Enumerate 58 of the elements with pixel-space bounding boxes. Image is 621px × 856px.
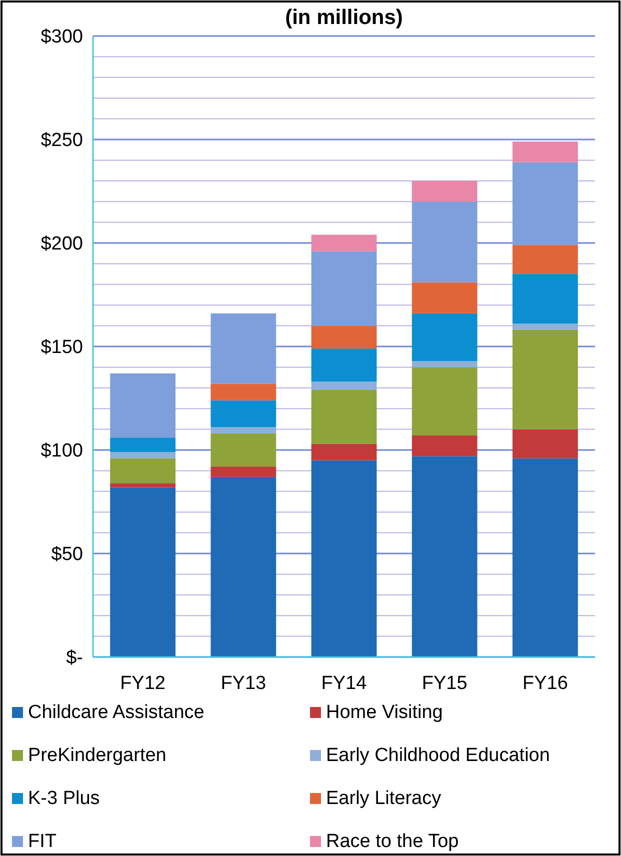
bar: [311, 326, 377, 349]
bar: [110, 458, 176, 484]
bar: [412, 360, 478, 368]
bar: [311, 234, 377, 252]
y-tick-label: $100: [40, 440, 83, 462]
bar: [512, 245, 578, 274]
legend-label: PreKindergarten: [28, 745, 166, 766]
bar: [210, 313, 276, 384]
bar: [311, 390, 377, 444]
bar: [210, 433, 276, 467]
bar: [412, 436, 478, 456]
bar: [512, 330, 578, 430]
y-tick-label: $50: [51, 544, 83, 566]
legend-label: Home Visiting: [326, 702, 443, 723]
bar: [412, 282, 478, 314]
bar: [210, 466, 276, 477]
bar: [110, 438, 176, 452]
bar: [412, 180, 478, 202]
legend-label: Early Childhood Education: [326, 745, 550, 766]
x-tick-label: FY12: [120, 673, 166, 694]
bar: [311, 382, 377, 390]
bar: [512, 458, 578, 657]
bar: [412, 313, 478, 361]
x-tick-label: FY14: [321, 673, 368, 694]
bar: [512, 324, 578, 330]
bar: [311, 444, 377, 460]
bar: [210, 476, 276, 657]
y-tick-label: $200: [40, 234, 83, 255]
bar: [412, 456, 478, 657]
legend-label: K-3 Plus: [28, 788, 100, 809]
bar: [311, 348, 377, 382]
x-tick-label: FY15: [422, 673, 468, 694]
bar: [311, 251, 377, 326]
bar: [412, 367, 478, 436]
bar: [512, 162, 578, 246]
bar: [210, 384, 276, 400]
bar: [110, 487, 176, 657]
x-tick-label: FY16: [522, 673, 568, 694]
bar: [412, 202, 478, 282]
bar: [110, 452, 176, 458]
bar: [512, 274, 578, 324]
bar: [110, 373, 176, 438]
x-tick-label: FY13: [220, 673, 266, 694]
bar: [210, 427, 276, 434]
y-tick-label: $150: [40, 337, 83, 358]
legend-label: Childcare Assistance: [28, 702, 204, 723]
chart-title: (in millions): [285, 6, 403, 29]
y-tick-label: $250: [40, 130, 83, 152]
legend-label: Early Literacy: [326, 788, 442, 809]
bar: [512, 142, 578, 162]
y-tick-label: $300: [40, 26, 83, 48]
legend-label: Race to the Top: [326, 831, 459, 852]
bar: [210, 400, 276, 428]
y-tick-label: $-: [66, 648, 83, 669]
bar: [311, 460, 377, 657]
bar: [512, 429, 578, 458]
legend-label: FIT: [28, 831, 57, 852]
bar: [110, 483, 176, 488]
